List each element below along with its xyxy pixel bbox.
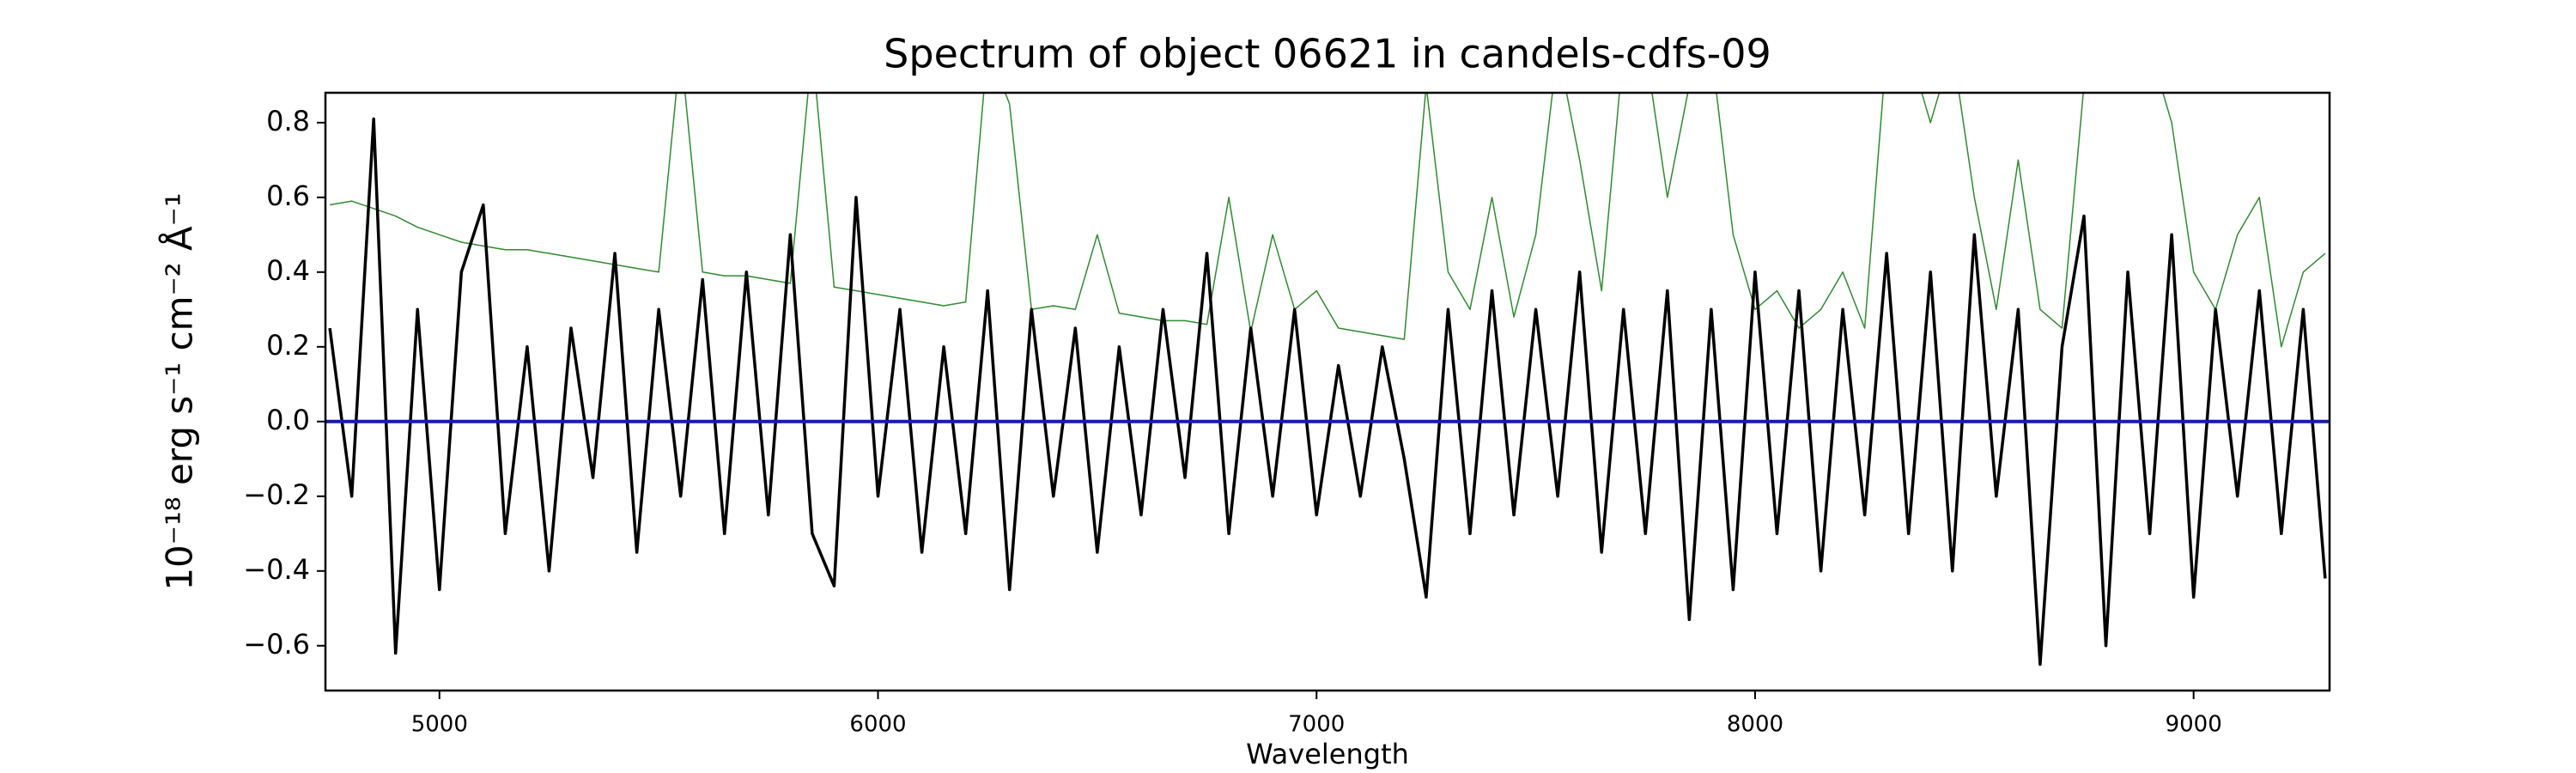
y-tick-label: −0.2 xyxy=(243,478,310,511)
x-tick-label: 6000 xyxy=(849,712,906,738)
x-tick-label: 8000 xyxy=(1727,712,1783,738)
x-tick-label: 9000 xyxy=(2166,712,2222,738)
y-tick-label: −0.6 xyxy=(243,628,310,660)
x-tick-label: 7000 xyxy=(1288,712,1345,738)
x-tick-label: 5000 xyxy=(411,712,468,738)
y-tick-label: 0.6 xyxy=(266,180,310,212)
plot-frame xyxy=(324,91,2331,692)
y-tick-label: 0.2 xyxy=(266,329,310,362)
chart-title: Spectrum of object 06621 in candels-cdfs… xyxy=(884,31,1771,77)
y-tick-label: 0.4 xyxy=(266,254,310,287)
spectrum-line xyxy=(329,93,2326,348)
y-tick-label: 0.8 xyxy=(266,105,310,137)
y-tick-label: 0.0 xyxy=(266,404,310,436)
x-axis-label: Wavelength xyxy=(1246,738,1409,770)
plot-area xyxy=(325,93,2330,666)
y-axis-label: 10⁻¹⁸ erg s⁻¹ cm⁻² Å⁻¹ xyxy=(158,192,201,590)
spectrum-line xyxy=(328,117,2327,666)
y-tick-label: −0.4 xyxy=(243,553,310,586)
